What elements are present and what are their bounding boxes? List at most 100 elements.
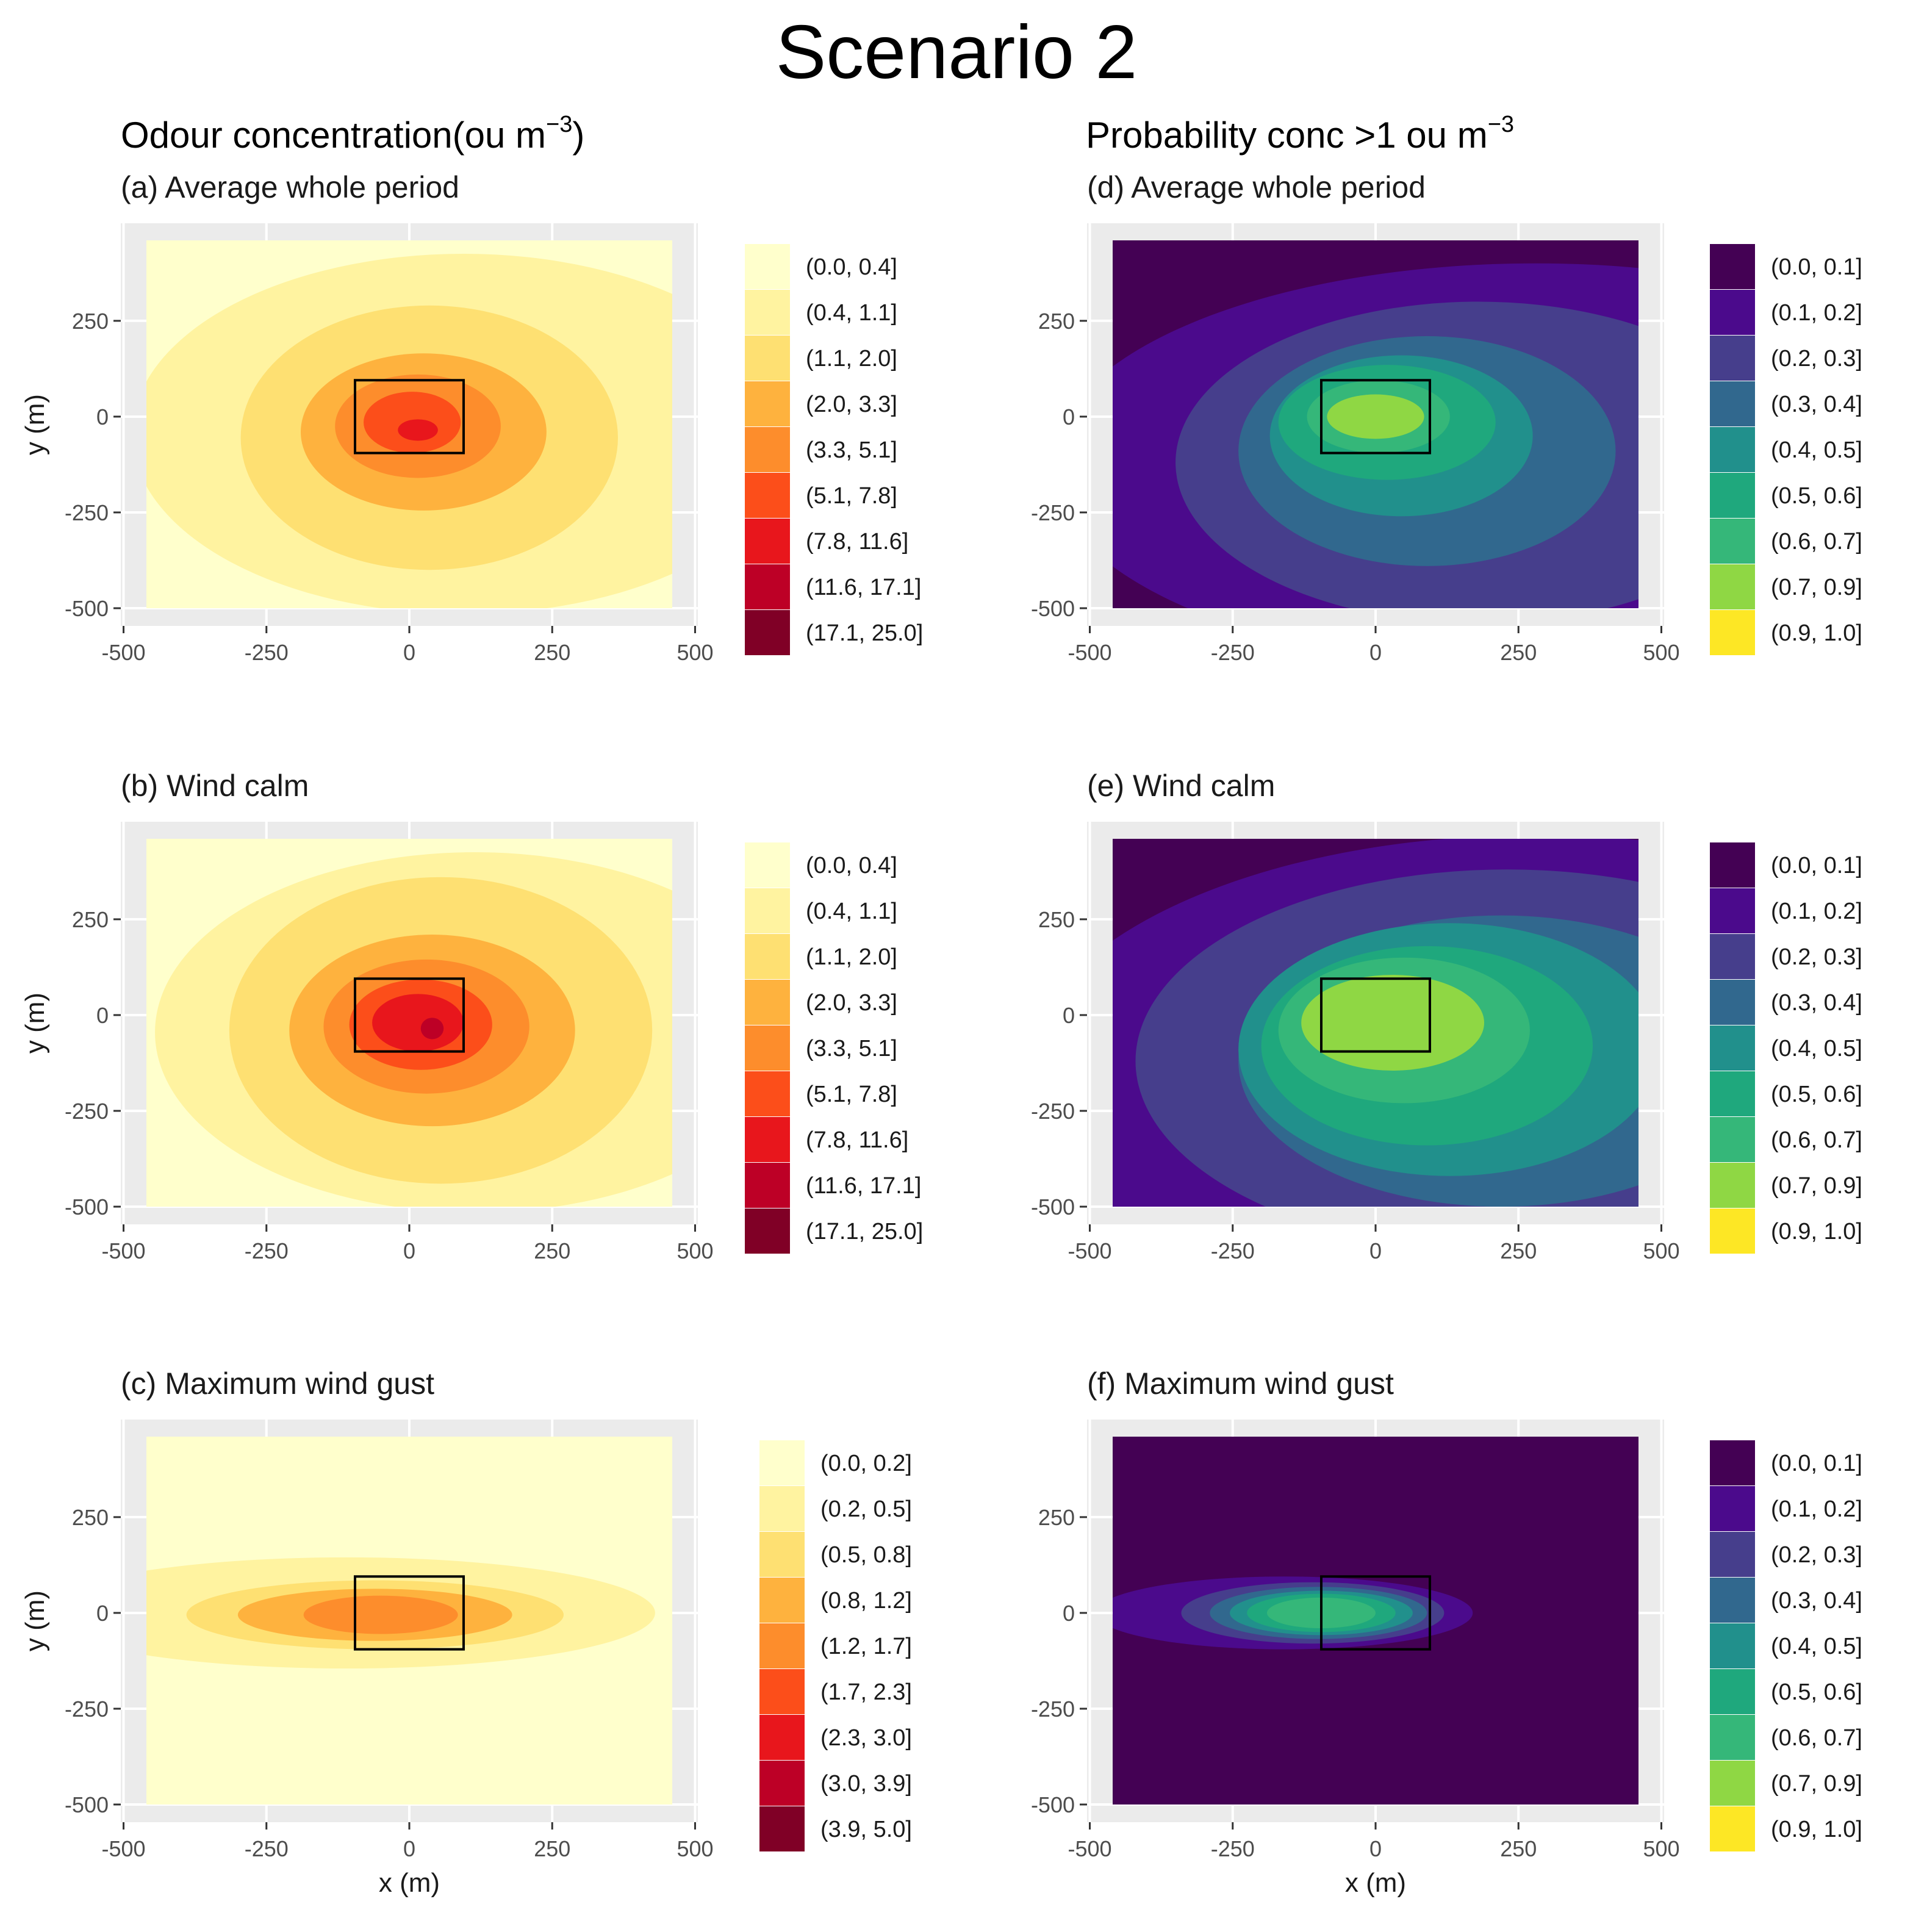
x-tick-label: 500 [1643, 1238, 1679, 1263]
x-tick-label: -250 [1211, 1836, 1255, 1861]
x-tick-label: -500 [1068, 640, 1111, 665]
x-tick-label: -500 [1068, 1238, 1111, 1263]
contour-field-f [1113, 1437, 1638, 1805]
y-tick-label: 250 [72, 1505, 109, 1530]
panel-c: (c) Maximum wind gust-500 -250 0 250 500-500… [20, 1366, 912, 1898]
legend-swatch [1710, 1806, 1755, 1851]
x-tick-label: 500 [677, 1836, 713, 1861]
legend-label: (0.1, 0.2] [1771, 300, 1862, 326]
legend-label: (0.6, 0.7] [1771, 1127, 1862, 1153]
legend-label: (1.1, 2.0] [806, 944, 897, 970]
legend-swatch [1710, 1715, 1755, 1760]
legend-swatch [1710, 1163, 1755, 1208]
y-axis-label-c: y (m) [20, 1590, 50, 1651]
legend-swatch [745, 381, 790, 426]
legend-swatch [1710, 980, 1755, 1025]
x-tick-label: -250 [245, 1238, 289, 1263]
legend-label: (1.2, 1.7] [820, 1634, 912, 1659]
legend-label: (0.0, 0.1] [1771, 1451, 1862, 1476]
legend-swatch [1710, 1117, 1755, 1162]
y-tick-label: 250 [72, 309, 109, 334]
y-tick-label: -500 [65, 596, 109, 621]
legend-swatch [745, 1163, 790, 1208]
x-tick-label: 250 [534, 1836, 570, 1861]
x-tick-label: 0 [403, 640, 415, 665]
legend-swatch [745, 519, 790, 564]
legend-label: (0.0, 0.1] [1771, 853, 1862, 878]
legend-label: (0.0, 0.4] [806, 853, 897, 878]
ticks-a: -500 -250 0 250 500 -500 -250 0 250 [65, 309, 714, 665]
y-tick-label: -500 [65, 1194, 109, 1219]
legend-label: (1.7, 2.3] [820, 1679, 912, 1705]
y-axis-label-a: y (m) [20, 394, 50, 455]
y-axis-label-b: y (m) [20, 993, 50, 1054]
legend-swatch [745, 610, 790, 655]
contour-field-c [146, 1437, 672, 1805]
main-title: Scenario 2 [776, 10, 1138, 95]
legend-label: (0.0, 0.2] [820, 1451, 912, 1476]
panel-title-b: (b) Wind calm [121, 769, 309, 803]
x-tick-label: -250 [1211, 1238, 1255, 1263]
legend-e: (0.0, 0.1] (0.1, 0.2] (0.2, 0.3] (0.3, 0.4]… [1710, 842, 1862, 1254]
x-tick-label: 250 [534, 1238, 570, 1263]
legend-label: (0.9, 1.0] [1771, 1219, 1862, 1244]
y-tick-label: 250 [1038, 1505, 1075, 1530]
contour-field-b [146, 839, 672, 1207]
legend-label: (0.7, 0.9] [1771, 1771, 1862, 1797]
legend-label: (0.4, 0.5] [1771, 1036, 1862, 1061]
y-tick-label: -250 [65, 500, 109, 525]
panel-f: (f) Maximum wind gust-500 -250 0 250 500-500… [1031, 1366, 1862, 1898]
column-titles: Odour concentration(ou m−3) Probability c… [121, 112, 1514, 156]
contour-field-e [1113, 839, 1638, 1207]
y-tick-label: 0 [96, 404, 109, 429]
legend-swatch [745, 1071, 790, 1116]
legend-swatch [745, 1208, 790, 1254]
x-tick-label: -500 [101, 1238, 145, 1263]
legend-label: (0.3, 0.4] [1771, 1588, 1862, 1614]
legend-swatch [1710, 888, 1755, 933]
legend-f: (0.0, 0.1] (0.1, 0.2] (0.2, 0.3] (0.3, 0.4]… [1710, 1440, 1862, 1851]
y-tick-label: -500 [1031, 1194, 1075, 1219]
legend-label: (0.2, 0.5] [820, 1496, 912, 1522]
legend-label: (7.8, 11.6] [806, 529, 908, 555]
legend-label: (0.1, 0.2] [1771, 1496, 1862, 1522]
source-box-e [1319, 977, 1432, 1053]
legend-swatch [759, 1669, 805, 1714]
y-tick-label: 0 [1063, 1601, 1075, 1626]
x-tick-label: 250 [1500, 1238, 1537, 1263]
ticks-e: -500 -250 0 250 500 -500 -250 0 250 [1031, 907, 1680, 1263]
legend-swatch [759, 1623, 805, 1668]
panel-a: (a) Average whole period-500 -250 0 250 500-… [20, 170, 923, 665]
legend-label: (0.3, 0.4] [1771, 392, 1862, 417]
legend-swatch [1710, 473, 1755, 518]
legend-label: (0.5, 0.6] [1771, 483, 1862, 509]
legend-swatch [1710, 1761, 1755, 1806]
x-tick-label: -250 [1211, 640, 1255, 665]
legend-swatch [1710, 1578, 1755, 1623]
x-tick-label: 0 [1369, 1836, 1382, 1861]
x-tick-label: -500 [1068, 1836, 1111, 1861]
legend-swatch [1710, 1208, 1755, 1254]
legend-swatch [745, 1117, 790, 1162]
contour-level-4 [303, 1595, 458, 1634]
legend-label: (0.5, 0.6] [1771, 1679, 1862, 1705]
panel-e: (e) Wind calm -500 -250 0 250 500 -500 -250 0 250… [1031, 769, 1862, 1263]
legend-label: (0.4, 1.1] [806, 300, 897, 326]
contour-field-d [1113, 240, 1638, 608]
legend-label: (0.0, 0.1] [1771, 254, 1862, 280]
panel-d: (d) Average whole period-500 -250 0 250 500-… [1031, 170, 1862, 665]
y-tick-label: 0 [1063, 404, 1075, 429]
legend-swatch [759, 1440, 805, 1485]
legend-swatch [745, 473, 790, 518]
legend-label: (0.9, 1.0] [1771, 620, 1862, 646]
legend-swatch [1710, 336, 1755, 381]
legend-label: (0.9, 1.0] [1771, 1817, 1862, 1842]
legend-swatch [1710, 1440, 1755, 1485]
legend-label: (0.4, 0.5] [1771, 437, 1862, 463]
legend-label: (0.8, 1.2] [820, 1588, 912, 1614]
legend-d: (0.0, 0.1] (0.1, 0.2] (0.2, 0.3] (0.3, 0.4]… [1710, 244, 1862, 655]
legend-swatch [1710, 427, 1755, 472]
legend-label: (3.9, 5.0] [820, 1817, 912, 1842]
source-box-b [353, 977, 465, 1053]
